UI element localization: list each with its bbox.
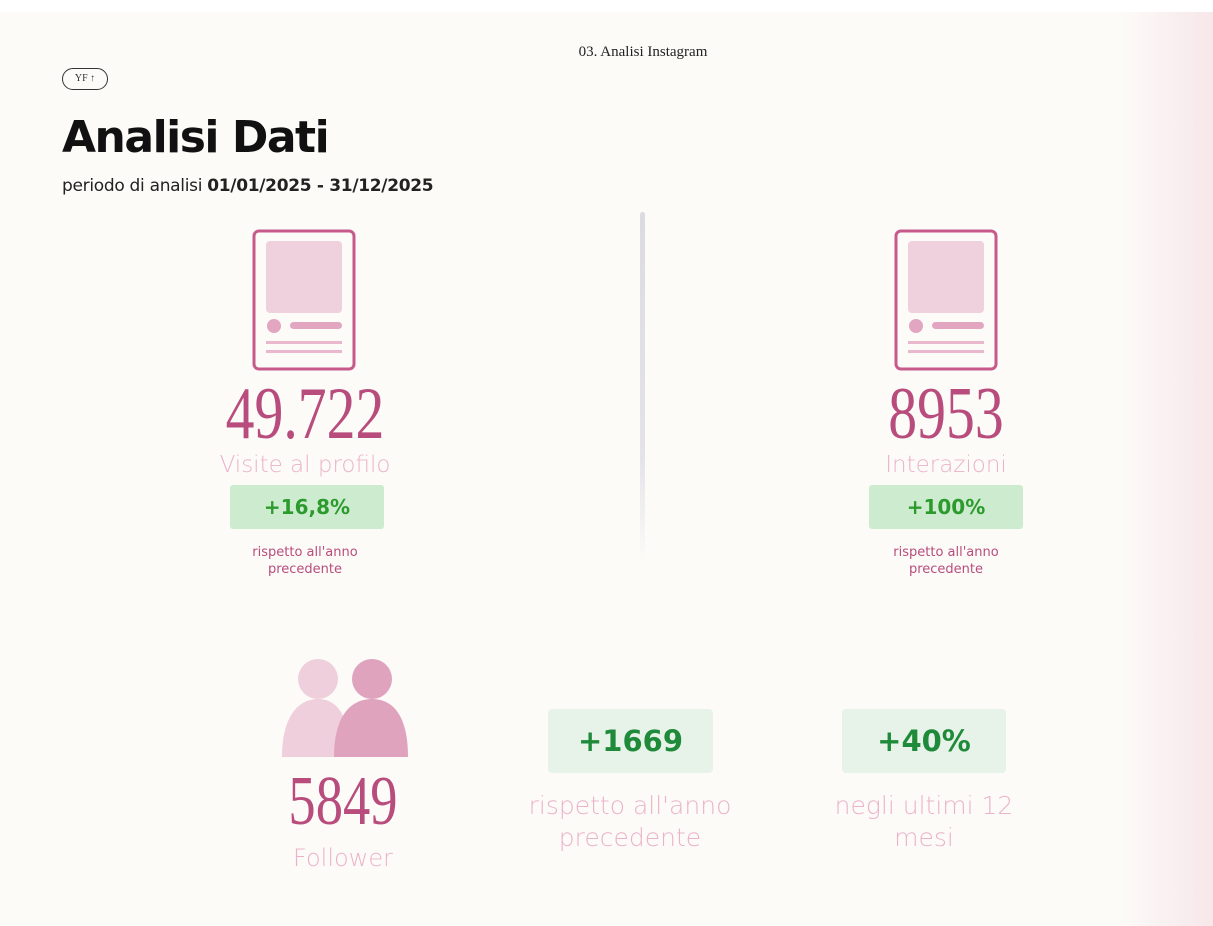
- stat-label: Visite al profilo: [219, 452, 391, 478]
- page: 03. Analisi Instagram YF ↑ Analisi Dati …: [0, 12, 1213, 926]
- followers-change-note: rispetto all'anno precedente: [528, 791, 732, 852]
- badge[interactable]: YF ↑: [62, 68, 108, 90]
- post-icon: [252, 229, 356, 371]
- followers-change-note: negli ultimi 12 mesi: [834, 791, 1014, 852]
- stat-note: rispetto all'anno precedente: [893, 545, 999, 577]
- period-range: 01/01/2025 - 31/12/2025: [207, 176, 434, 196]
- period: periodo di analisi 01/01/2025 - 31/12/20…: [62, 176, 434, 196]
- stat-value: 8953: [888, 373, 1004, 455]
- followers-value: 5849: [288, 763, 398, 840]
- followers-icon: [282, 659, 408, 757]
- stat-label: Interazioni: [885, 452, 1007, 478]
- title: Analisi Dati: [62, 112, 330, 163]
- section-title: 03. Analisi Instagram: [578, 44, 708, 60]
- stat-note: rispetto all'anno precedente: [252, 545, 358, 577]
- divider: [640, 212, 645, 562]
- followers-change: +1669: [548, 709, 713, 773]
- followers-change: +40%: [842, 709, 1006, 773]
- period-label: periodo di analisi: [62, 176, 203, 196]
- followers-label: Follower: [293, 844, 393, 872]
- stat-change: +16,8%: [230, 485, 384, 529]
- stat-change: +100%: [869, 485, 1023, 529]
- post-icon: [894, 229, 998, 371]
- stat-value: 49.722: [225, 373, 385, 455]
